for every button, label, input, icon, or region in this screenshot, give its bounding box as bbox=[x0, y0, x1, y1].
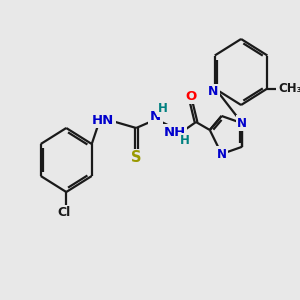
Text: N: N bbox=[237, 117, 247, 130]
Text: N: N bbox=[208, 85, 218, 98]
Text: N: N bbox=[217, 148, 226, 160]
Text: H: H bbox=[180, 134, 190, 148]
Text: NH: NH bbox=[164, 125, 186, 139]
Text: Cl: Cl bbox=[58, 206, 71, 220]
Text: N: N bbox=[150, 110, 161, 124]
Text: H: H bbox=[158, 103, 168, 116]
Text: O: O bbox=[186, 89, 197, 103]
Text: S: S bbox=[131, 151, 141, 166]
Text: HN: HN bbox=[92, 113, 114, 127]
Text: CH₃: CH₃ bbox=[278, 82, 300, 95]
